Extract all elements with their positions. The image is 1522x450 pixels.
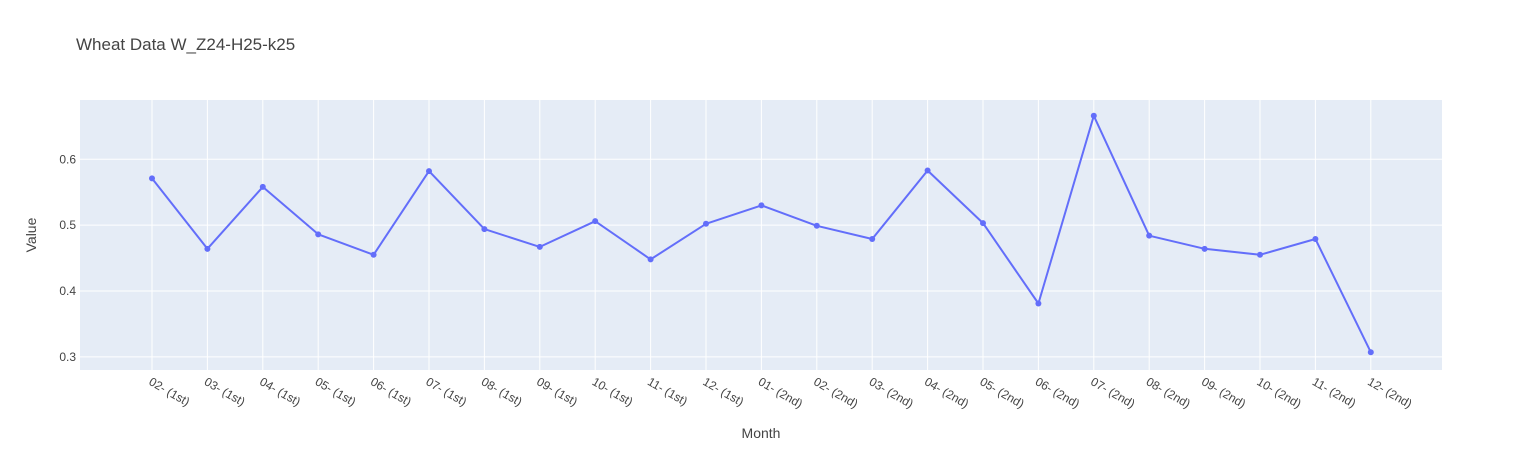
- y-tick-label: 0.5: [59, 218, 76, 232]
- x-tick-label: 01- (2nd): [756, 374, 805, 410]
- x-tick-label: 07- (1st): [424, 374, 470, 408]
- data-point[interactable]: [259, 183, 266, 190]
- data-point[interactable]: [149, 175, 155, 182]
- x-tick-label: 03- (2nd): [867, 374, 916, 410]
- y-axis-title: Value: [23, 217, 39, 252]
- x-tick-label: 09- (1st): [534, 374, 580, 408]
- x-tick-label: 11- (2nd): [1310, 374, 1358, 410]
- data-point[interactable]: [204, 245, 211, 252]
- x-tick-label: 03- (1st): [202, 374, 248, 408]
- data-point[interactable]: [980, 220, 986, 227]
- data-point[interactable]: [1312, 235, 1319, 242]
- x-tick-label: 05- (1st): [313, 374, 359, 408]
- data-point[interactable]: [315, 231, 322, 238]
- data-point[interactable]: [1257, 251, 1263, 258]
- data-point[interactable]: [1201, 245, 1208, 252]
- x-tick-label: 08- (2nd): [1144, 374, 1193, 410]
- x-tick-label: 10- (2nd): [1255, 374, 1304, 410]
- x-tick-label: 08- (1st): [479, 374, 525, 408]
- x-tick-label: 02- (1st): [147, 374, 193, 408]
- data-point[interactable]: [536, 243, 543, 250]
- x-axis-title: Month: [742, 425, 781, 441]
- data-point[interactable]: [592, 218, 599, 225]
- x-tick-label: 12- (2nd): [1365, 374, 1414, 410]
- data-point[interactable]: [869, 235, 876, 242]
- data-point[interactable]: [481, 226, 488, 233]
- data-point[interactable]: [813, 222, 820, 229]
- data-point[interactable]: [703, 220, 709, 227]
- x-tick-label: 12- (1st): [701, 374, 747, 408]
- x-tick-label: 02- (2nd): [811, 374, 860, 410]
- x-tick-label: 10- (1st): [590, 374, 636, 408]
- data-points: [149, 112, 1374, 356]
- data-point[interactable]: [1367, 349, 1374, 356]
- x-tick-label: 06- (2nd): [1033, 374, 1082, 410]
- y-axis-ticks: 0.3 0.4 0.5 0.6: [59, 152, 76, 364]
- y-tick-label: 0.3: [59, 350, 76, 364]
- x-tick-label: 06- (1st): [368, 374, 414, 408]
- x-tick-label: 04- (1st): [257, 374, 303, 408]
- x-tick-label: 09- (2nd): [1199, 374, 1248, 410]
- x-tick-label: 05- (2nd): [978, 374, 1027, 410]
- y-tick-label: 0.6: [59, 152, 76, 166]
- data-point[interactable]: [647, 256, 654, 263]
- data-point[interactable]: [924, 167, 931, 174]
- x-tick-label: 07- (2nd): [1088, 374, 1137, 410]
- x-tick-label: 04- (2nd): [922, 374, 971, 410]
- data-point[interactable]: [1146, 232, 1153, 239]
- data-point[interactable]: [1090, 112, 1097, 119]
- x-axis-ticks: 02- (1st) 03- (1st) 04- (1st) 05- (1st) 06- …: [147, 374, 1415, 410]
- data-point[interactable]: [426, 168, 432, 175]
- data-point[interactable]: [758, 202, 765, 209]
- data-point[interactable]: [370, 251, 377, 258]
- x-tick-label: 11- (1st): [645, 374, 690, 408]
- chart-title: Wheat Data W_Z24-H25-k25: [76, 35, 295, 54]
- data-point[interactable]: [1035, 300, 1042, 307]
- y-tick-label: 0.4: [59, 284, 76, 298]
